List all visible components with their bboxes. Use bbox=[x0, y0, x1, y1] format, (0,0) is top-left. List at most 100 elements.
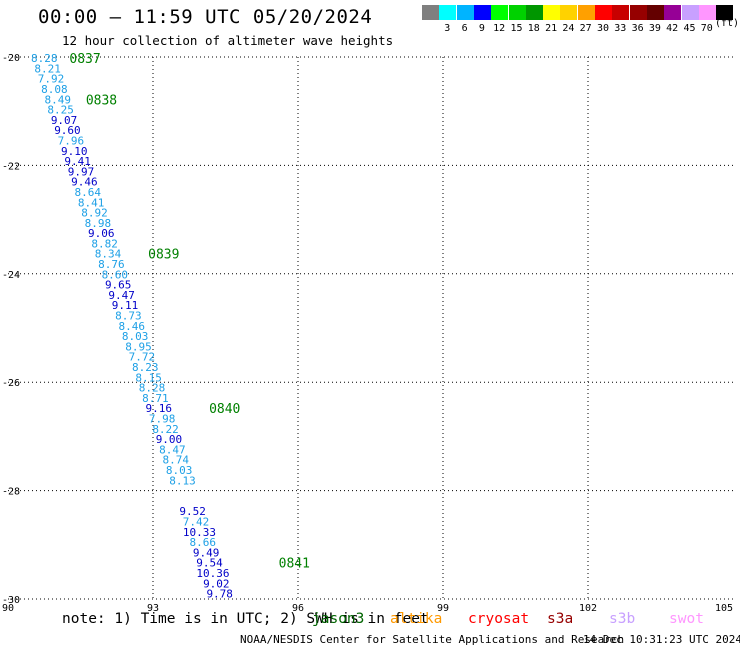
legend-swatch bbox=[698, 5, 716, 20]
legend-swatch bbox=[508, 5, 526, 20]
data-point-label: 8.15 bbox=[135, 371, 162, 384]
data-point-label: 8.82 bbox=[91, 237, 118, 250]
x-tick-label: 96 bbox=[292, 603, 304, 614]
legend-swatch bbox=[560, 5, 578, 20]
legend-unit: (ft) bbox=[715, 18, 740, 29]
data-point-label: 8.92 bbox=[81, 207, 108, 220]
data-point-label: 9.00 bbox=[156, 433, 183, 446]
data-point-label: 8.28 bbox=[31, 52, 58, 65]
data-point-label: 9.54 bbox=[196, 557, 223, 570]
data-point-label: 8.60 bbox=[102, 268, 129, 281]
data-point-label: 8.74 bbox=[162, 454, 189, 467]
legend-tick-label: 39 bbox=[648, 23, 661, 34]
mission-label-s3b: s3b bbox=[609, 611, 636, 627]
data-point-label: 10.33 bbox=[183, 526, 216, 539]
data-point-label: 9.41 bbox=[64, 155, 91, 168]
data-point-label: 8.98 bbox=[85, 217, 112, 230]
data-point-label: 8.49 bbox=[45, 93, 72, 106]
legend-swatch bbox=[473, 5, 491, 20]
data-point-label: 7.72 bbox=[129, 351, 156, 364]
footer-note: note: 1) Time is in UTC; 2) SWH is in fe… bbox=[62, 611, 429, 627]
legend-tick-label: 45 bbox=[683, 23, 696, 34]
legend-swatch bbox=[664, 5, 682, 20]
grid-lines bbox=[8, 56, 733, 600]
time-label: 0841 bbox=[279, 557, 310, 572]
legend-swatch bbox=[612, 5, 630, 20]
y-tick-label: -24 bbox=[2, 270, 20, 281]
legend-swatch bbox=[491, 5, 509, 20]
data-point-label: 8.22 bbox=[152, 423, 179, 436]
generation-timestamp: 14 Dec 10:31:23 UTC 2024 bbox=[583, 633, 740, 646]
legend-tick-label: 27 bbox=[579, 23, 592, 34]
data-point-label: 8.03 bbox=[122, 330, 149, 343]
data-point-label: 8.47 bbox=[159, 443, 186, 456]
data-point-label: 9.46 bbox=[71, 176, 98, 189]
data-point-label: 9.10 bbox=[61, 145, 88, 158]
chart-subtitle: 12 hour collection of altimeter wave hei… bbox=[62, 33, 394, 48]
data-point-label: 8.08 bbox=[41, 83, 68, 96]
data-point-label: 10.36 bbox=[196, 567, 229, 580]
legend-tick-label: 3 bbox=[444, 23, 451, 34]
data-point-label: 7.92 bbox=[38, 73, 65, 86]
data-point-label: 8.23 bbox=[132, 361, 159, 374]
data-point-label: 9.65 bbox=[105, 279, 132, 292]
data-point-label: 8.64 bbox=[75, 186, 102, 199]
x-tick-label: 105 bbox=[715, 603, 733, 614]
data-point-label: 7.96 bbox=[58, 134, 85, 147]
data-point-label: 9.11 bbox=[112, 299, 139, 312]
legend-swatch bbox=[595, 5, 612, 20]
legend-swatch bbox=[543, 5, 561, 20]
legend-swatch bbox=[646, 5, 664, 20]
data-point-label: 9.47 bbox=[108, 289, 135, 302]
legend-swatch bbox=[681, 5, 699, 20]
data-point-label: 9.16 bbox=[146, 402, 173, 415]
legend-tick-label: 70 bbox=[700, 23, 713, 34]
legend-tick-label: 33 bbox=[614, 23, 627, 34]
x-tick-label: 93 bbox=[147, 603, 159, 614]
legend-swatch bbox=[716, 5, 734, 20]
data-point-label: 8.03 bbox=[166, 464, 193, 477]
data-point-label: 8.71 bbox=[142, 392, 169, 405]
mission-label-jason3: jason3 bbox=[312, 611, 365, 627]
legend-tick-label: 6 bbox=[461, 23, 468, 34]
legend-swatch bbox=[439, 5, 457, 20]
data-point-label: 7.42 bbox=[183, 515, 210, 528]
data-point-label: 9.49 bbox=[193, 546, 220, 559]
time-label: 0837 bbox=[69, 52, 100, 67]
y-tick-label: -22 bbox=[2, 161, 20, 172]
data-point-label: 8.13 bbox=[169, 474, 196, 487]
x-tick-label: 102 bbox=[579, 603, 597, 614]
data-point-label: 8.34 bbox=[95, 248, 122, 261]
data-point-label: 8.95 bbox=[125, 340, 152, 353]
legend-tick-label: 21 bbox=[545, 23, 558, 34]
data-point-label: 8.41 bbox=[78, 196, 105, 209]
time-labels: 0837 0838 0839 0840 0841 bbox=[69, 52, 310, 572]
legend-tick-label: 15 bbox=[510, 23, 523, 34]
legend-tick-label: 30 bbox=[596, 23, 610, 34]
data-points: 8.288.217.928.088.498.259.079.607.969.10… bbox=[31, 52, 233, 600]
x-tick-label: 90 bbox=[2, 603, 14, 614]
data-point-label: 8.76 bbox=[98, 258, 125, 271]
legend-tick-label: 24 bbox=[562, 23, 575, 34]
legend-swatch bbox=[525, 5, 543, 20]
data-point-label: 8.46 bbox=[118, 320, 145, 333]
data-point-label: 7.98 bbox=[149, 413, 176, 426]
legend-tick-label: 9 bbox=[478, 23, 485, 34]
axes: 90 93 96 99 102 105 -20 -22 -24 -26 -28 -30 bbox=[2, 53, 733, 614]
legend-tick-label: 36 bbox=[631, 23, 644, 34]
data-point-label: 8.28 bbox=[139, 382, 166, 395]
data-point-label: 9.78 bbox=[206, 588, 233, 601]
data-point-label: 8.25 bbox=[47, 104, 74, 117]
time-label: 0840 bbox=[209, 402, 240, 417]
data-point-label: 8.21 bbox=[34, 62, 61, 75]
y-tick-label: -20 bbox=[2, 53, 20, 64]
data-point-label: 9.07 bbox=[51, 114, 78, 127]
legend-tick-label: 12 bbox=[493, 23, 506, 34]
x-tick-label: 99 bbox=[437, 603, 449, 614]
y-tick-label: -28 bbox=[2, 487, 20, 498]
time-label: 0838 bbox=[86, 93, 117, 108]
mission-label-altika: altika bbox=[390, 611, 443, 627]
legend-tick-label: 42 bbox=[666, 23, 679, 34]
legend-swatch bbox=[422, 5, 439, 20]
